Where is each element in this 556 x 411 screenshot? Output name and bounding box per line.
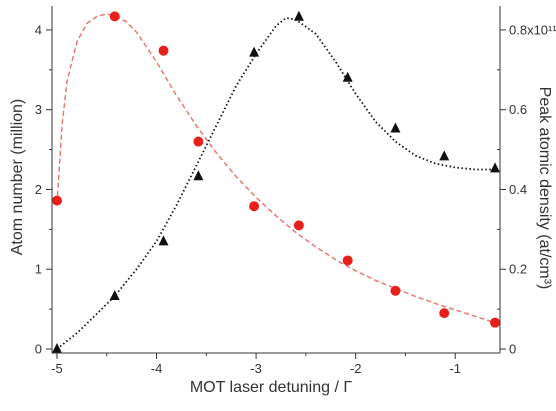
- y-right-tick-label: 0: [509, 342, 516, 357]
- peak-density-point: [158, 235, 169, 246]
- y-right-tick-label: 0.8x10¹¹: [509, 22, 556, 37]
- axes: -5 -4 -3 -2 -1 0 1 2 3 4 0 0.2 0.4 0.6 0.8x10¹¹: [35, 6, 556, 376]
- atom-number-point: [193, 136, 204, 147]
- y-right-tick-label: 0.6: [509, 102, 527, 117]
- peak-density-fit-curve: [56, 17, 495, 350]
- x-tick-label: -4: [151, 361, 163, 376]
- peak-density-point: [109, 289, 120, 300]
- x-tick-label: -2: [350, 361, 362, 376]
- atom-number-point: [293, 220, 304, 231]
- atom-number-point: [249, 201, 260, 212]
- peak-density-point: [439, 150, 450, 161]
- y-left-tick-label: 4: [35, 22, 42, 37]
- y-axis-right-title: Peak atomic density (at/cm³): [536, 87, 553, 290]
- atom-number-point: [158, 45, 169, 56]
- atom-number-fit-curve: [56, 13, 496, 324]
- x-tick-label: -1: [449, 361, 461, 376]
- peak-density-point: [390, 122, 401, 133]
- y-left-tick-label: 3: [35, 102, 42, 117]
- peak-density-point: [293, 10, 304, 21]
- peak-density-point: [490, 162, 501, 173]
- peak-density-point: [51, 343, 62, 354]
- y-right-tick-label: 0.2: [509, 262, 527, 277]
- peak-density-point: [249, 46, 260, 57]
- y-right-tick-label: 0.4: [509, 182, 527, 197]
- peak-density-point: [342, 71, 353, 82]
- peak-density-point: [193, 170, 204, 181]
- atom-number-point: [109, 11, 120, 22]
- atom-number-point: [439, 308, 450, 319]
- x-axis-title: MOT laser detuning / Γ: [190, 379, 353, 396]
- y-axis-left-title: Atom number (million): [9, 99, 26, 255]
- x-tick-label: -5: [51, 361, 63, 376]
- y-left-tick-label: 2: [35, 182, 42, 197]
- atom-number-point: [390, 285, 401, 296]
- atom-number-point: [490, 317, 501, 328]
- y-left-tick-label: 0: [35, 342, 42, 357]
- plot-area: [51, 10, 501, 354]
- atom-number-point: [51, 195, 62, 206]
- y-left-tick-label: 1: [35, 262, 42, 277]
- x-tick-label: -3: [250, 361, 262, 376]
- atom-number-point: [342, 255, 353, 266]
